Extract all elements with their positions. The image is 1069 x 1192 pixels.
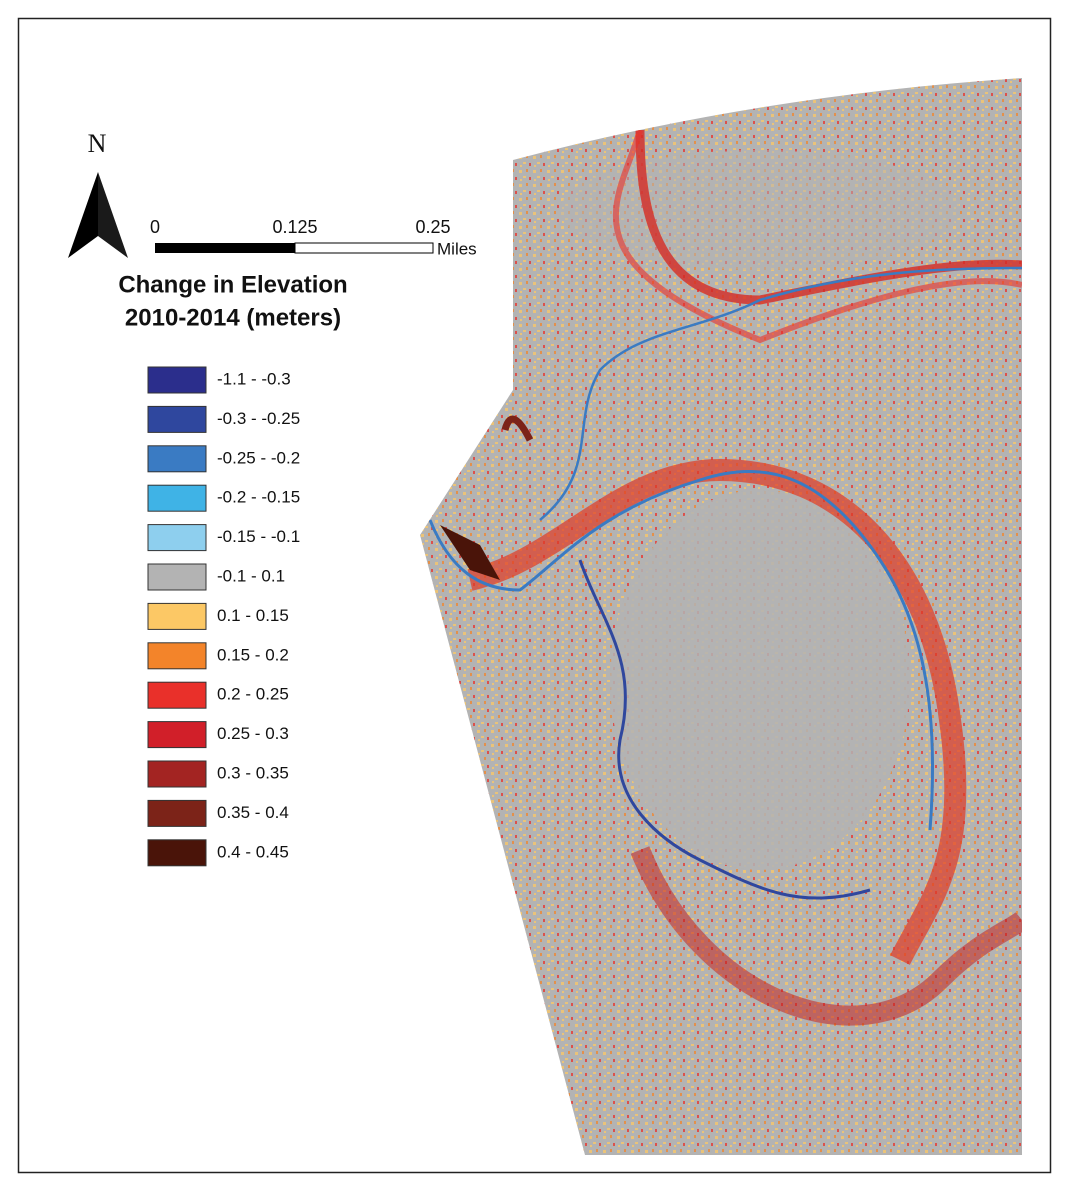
legend-swatch: [148, 761, 206, 787]
legend-swatch: [148, 446, 206, 472]
scale-unit: Miles: [437, 239, 477, 258]
legend-label: 0.25 - 0.3: [217, 724, 289, 743]
legend-label: 0.2 - 0.25: [217, 685, 289, 704]
legend-swatch: [148, 564, 206, 590]
legend-swatch: [148, 682, 206, 708]
legend-swatch: [148, 840, 206, 866]
legend-swatch: [148, 485, 206, 511]
map-page: N 0 0.125 0.25 Miles Change in Elevation…: [0, 0, 1069, 1192]
legend-swatch: [148, 525, 206, 551]
legend-label: -0.25 - -0.2: [217, 448, 300, 467]
scale-label: 0: [150, 217, 160, 237]
scale-label: 0.125: [272, 217, 317, 237]
scale-label: 0.25: [415, 217, 450, 237]
legend-swatch: [148, 603, 206, 629]
legend-label: -0.3 - -0.25: [217, 409, 300, 428]
legend-title: Change in Elevation: [118, 271, 347, 298]
legend-label: 0.15 - 0.2: [217, 645, 289, 664]
legend-label: -1.1 - -0.3: [217, 369, 291, 388]
legend-swatch: [148, 406, 206, 432]
elevation-raster: [400, 60, 1040, 1170]
legend-label: -0.1 - 0.1: [217, 566, 285, 585]
legend-label: -0.2 - -0.15: [217, 488, 300, 507]
legend-swatch: [148, 800, 206, 826]
legend-label: 0.4 - 0.45: [217, 842, 289, 861]
legend-label: -0.15 - -0.1: [217, 527, 300, 546]
north-arrow: N: [68, 129, 128, 258]
legend-label: 0.3 - 0.35: [217, 763, 289, 782]
legend-swatch: [148, 643, 206, 669]
legend-title: 2010-2014 (meters): [125, 304, 341, 331]
legend: -1.1 - -0.3 -0.3 - -0.25 -0.25 - -0.2 -0.2 …: [148, 367, 300, 866]
legend-label: 0.35 - 0.4: [217, 803, 289, 822]
legend-swatch: [148, 722, 206, 748]
north-label: N: [88, 129, 107, 158]
legend-swatch: [148, 367, 206, 393]
legend-label: 0.1 - 0.15: [217, 606, 289, 625]
scale-bar: 0 0.125 0.25 Miles: [150, 217, 477, 259]
